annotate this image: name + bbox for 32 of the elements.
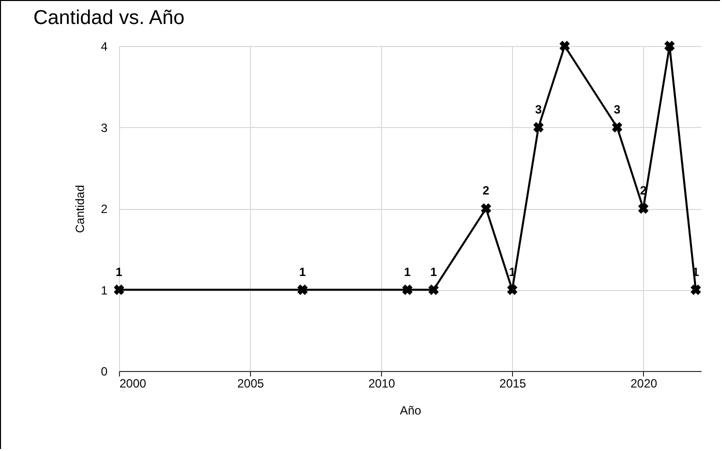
- data-label: 3: [535, 102, 542, 116]
- point: [297, 284, 308, 295]
- x-axis-title: Año: [400, 404, 422, 418]
- point: [114, 284, 124, 295]
- point: [402, 284, 413, 295]
- x-tick-label: 2015: [499, 376, 526, 390]
- y-tick-label: 0: [100, 364, 108, 378]
- point: [559, 40, 570, 52]
- y-tick-label: 1: [100, 283, 108, 298]
- point: [507, 284, 518, 295]
- y-tick-label: 2: [100, 202, 108, 216]
- y-tick-label: 3: [100, 120, 108, 135]
- data-label: 2: [482, 184, 490, 198]
- data-label: 3: [614, 102, 621, 116]
- point: [480, 203, 492, 214]
- x-tick-label: 2010: [368, 376, 396, 390]
- data-label: 1: [430, 264, 438, 279]
- chart-title: Cantidad vs. Año: [33, 7, 185, 29]
- point: [612, 122, 622, 132]
- data-label: 1: [299, 264, 306, 279]
- y-axis-title: Cantidad: [72, 184, 87, 234]
- point: [533, 122, 544, 132]
- point: [638, 203, 649, 214]
- x-tick-label: 2005: [237, 376, 264, 390]
- point: [690, 284, 701, 295]
- data-label: 1: [404, 264, 412, 279]
- x-tick-label: 2000: [120, 376, 147, 390]
- y-tick-label: 4: [100, 40, 108, 54]
- point: [664, 40, 675, 52]
- data-label: 1: [116, 264, 123, 279]
- x-tick-label: 2020: [630, 376, 658, 390]
- point: [428, 284, 439, 295]
